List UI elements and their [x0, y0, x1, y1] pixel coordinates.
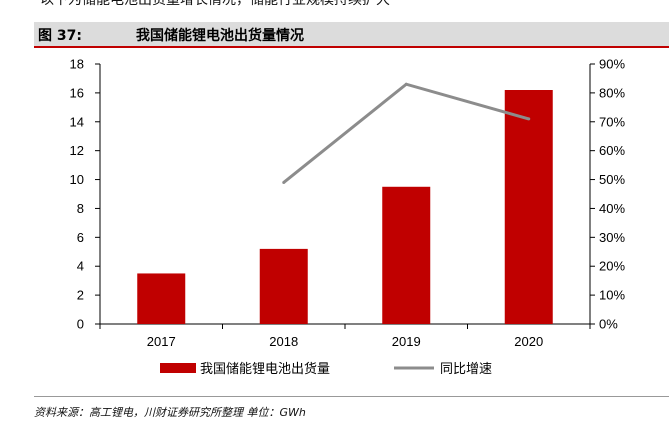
- y-tick-label-right: 30%: [599, 230, 625, 245]
- y-tick-label-right: 10%: [599, 288, 625, 303]
- x-tick-label: 2018: [269, 334, 298, 349]
- y-tick-label-right: 20%: [599, 259, 625, 274]
- y-tick-label-right: 0%: [599, 317, 618, 332]
- y-tick-label-left: 6: [77, 230, 84, 245]
- source-divider: [34, 396, 669, 397]
- growth-point: [282, 180, 286, 184]
- previous-text-fragment: 以下为储能电池出货量增长情况，储能行业规模持续扩大: [0, 0, 669, 10]
- growth-line: [282, 82, 530, 184]
- y-tick-label-right: 60%: [599, 143, 625, 158]
- y-tick-label-right: 90%: [599, 57, 625, 72]
- y-tick-label-left: 8: [77, 201, 84, 216]
- previous-text-line: 以下为储能电池出货量增长情况，储能行业规模持续扩大: [40, 0, 390, 8]
- y-tick-label-left: 12: [70, 143, 84, 158]
- figure-title: 我国储能锂电池出货量情况: [136, 28, 304, 44]
- y-tick-label-right: 40%: [599, 201, 625, 216]
- y-tick-label-right: 80%: [599, 85, 625, 100]
- x-tick-label: 2019: [392, 334, 421, 349]
- title-underline: [34, 46, 669, 48]
- chart: 0 2 4 6 8 10 12 14 16 18 0% 10% 20% 30% 40% 50% 60% 70% 80…: [70, 57, 626, 378]
- y-tick-label-left: 16: [70, 85, 84, 100]
- bar: [137, 273, 186, 324]
- growth-point: [527, 117, 531, 121]
- legend-bar-label: 我国储能锂电池出货量: [200, 361, 330, 377]
- bar: [504, 90, 553, 324]
- y-tick-label-left: 18: [70, 57, 84, 72]
- source-note: 资料来源：高工锂电，川财证券研究所整理 单位：GWh: [34, 406, 306, 419]
- x-tick-label: 2020: [514, 334, 543, 349]
- y-tick-label-left: 4: [77, 259, 84, 274]
- legend-bar-swatch: [160, 363, 196, 373]
- y-tick-label-left: 2: [77, 288, 84, 303]
- y-tick-label-right: 50%: [599, 172, 625, 187]
- figure-title-bar: 图 37: 我国储能锂电池出货量情况: [34, 22, 669, 46]
- y-tick-label-left: 0: [77, 317, 84, 332]
- bar: [382, 186, 431, 324]
- growth-point: [404, 82, 408, 86]
- y-tick-label-right: 70%: [599, 114, 625, 129]
- figure-number: 图 37:: [38, 28, 82, 44]
- legend-line-label: 同比增速: [440, 362, 492, 377]
- y-tick-label-left: 10: [70, 172, 84, 187]
- bar: [259, 248, 308, 324]
- x-tick-label: 2017: [147, 334, 176, 349]
- y-tick-label-left: 14: [70, 114, 84, 129]
